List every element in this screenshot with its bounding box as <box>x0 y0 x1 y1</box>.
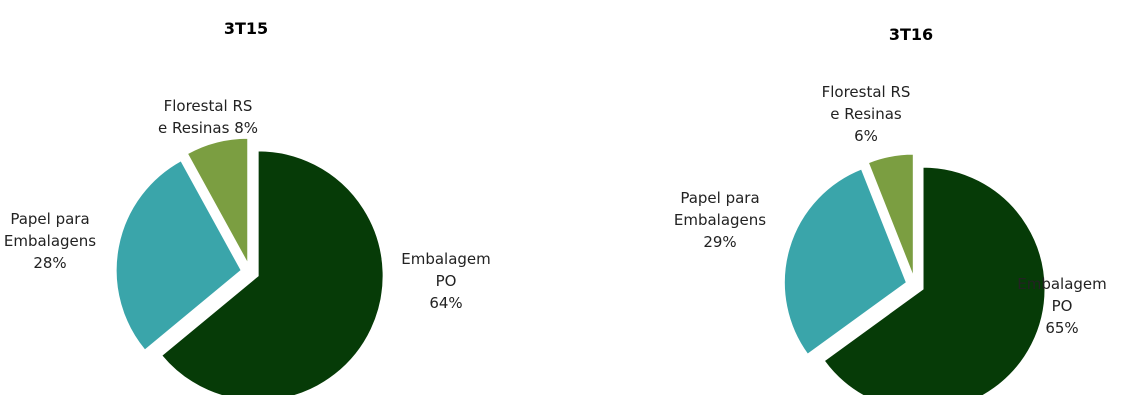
chart-title: 3T15 <box>224 19 268 38</box>
slice-label-line: PO <box>436 272 457 290</box>
slice-label: Papel para Embalagens 28% <box>4 210 96 272</box>
slice-label: Papel para Embalagens 29% <box>674 189 766 251</box>
slice-label-line: 65% <box>1045 319 1078 337</box>
slice-label-line: Embalagens <box>674 211 766 229</box>
slice-label: Florestal RS e Resinas 6% <box>822 83 911 145</box>
slice-label-line: 29% <box>703 233 736 251</box>
slice-label-line: Embalagem <box>401 250 491 268</box>
slice-label: Embalagem PO 65% <box>1017 275 1107 337</box>
pie-chart-3t15: 3T15 Embalagem PO 64% Papel para Embalagens 2… <box>4 19 491 395</box>
slice-label-line: 64% <box>429 294 462 312</box>
pie-slice-florestal-rs-e-resinas <box>186 137 249 264</box>
slice-label-line: e Resinas 8% <box>158 119 258 137</box>
chart-title: 3T16 <box>889 25 933 44</box>
slice-label-line: Papel para <box>10 210 89 228</box>
slice-label-line: 6% <box>854 127 878 145</box>
slice-label: Embalagem PO 64% <box>401 250 491 312</box>
slice-label-line: Embalagens <box>4 232 96 250</box>
pie-slice-embalagem-po <box>823 166 1046 395</box>
slice-label-line: Florestal RS <box>822 83 911 101</box>
slice-label-line: 28% <box>33 254 66 272</box>
pie-slice-papel-para-embalagens <box>783 168 907 355</box>
slice-label-line: PO <box>1052 297 1073 315</box>
pie-chart-3t16: 3T16 Embalagem PO 65% Papel para Embalagens 2… <box>674 25 1107 395</box>
slice-label-line: Papel para <box>680 189 759 207</box>
slice-label-line: e Resinas <box>830 105 902 123</box>
slice-label-line: Embalagem <box>1017 275 1107 293</box>
pie-slice-florestal-rs-e-resinas <box>867 153 914 277</box>
pie-slice-papel-para-embalagens <box>115 160 242 351</box>
slice-label: Florestal RS e Resinas 8% <box>158 97 258 137</box>
slice-label-line: Florestal RS <box>164 97 253 115</box>
